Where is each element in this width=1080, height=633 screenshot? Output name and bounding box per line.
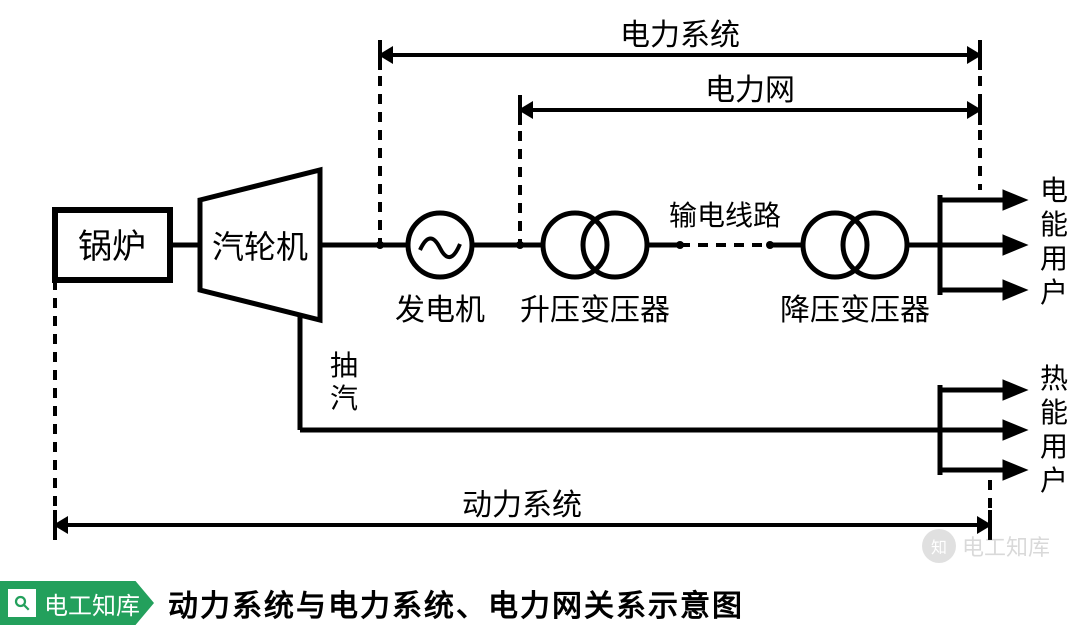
boiler-node: 锅炉 <box>55 210 170 280</box>
svg-text:用: 用 <box>1040 432 1068 463</box>
power-grid-bracket: 电力网 <box>518 74 982 125</box>
svg-text:能: 能 <box>1040 397 1068 429</box>
svg-text:能: 能 <box>1040 209 1068 241</box>
transmission-label: 输电线路 <box>669 200 781 232</box>
svg-text:用: 用 <box>1040 244 1068 275</box>
svg-text:汽: 汽 <box>330 383 358 415</box>
boiler-label: 锅炉 <box>78 228 146 266</box>
svg-text:抽: 抽 <box>330 350 358 382</box>
source-badge: 电工知库 <box>0 581 154 625</box>
stepdown-label: 降压变压器 <box>780 294 930 327</box>
power-system-bracket: 电力系统 <box>378 19 982 70</box>
stepdown-transformer-node: 降压变压器 <box>780 213 930 327</box>
watermark: 知 电工知库 <box>922 529 1050 563</box>
generator-node: 发电机 <box>395 213 485 327</box>
turbine-label: 汽轮机 <box>212 229 308 265</box>
turbine-node: 汽轮机 <box>200 170 320 320</box>
svg-text:户: 户 <box>1040 465 1068 497</box>
figure-title: 动力系统与电力系统、电力网关系示意图 <box>168 581 744 625</box>
dynamic-system-label: 动力系统 <box>462 489 582 522</box>
stepup-label: 升压变压器 <box>520 294 670 327</box>
elec-user-label-1: 电 <box>1040 175 1068 207</box>
search-icon <box>8 589 36 617</box>
electric-user-node: 电 能 用 户 <box>940 175 1068 309</box>
heat-user-node: 热 能 用 户 <box>940 363 1068 497</box>
svg-text:户: 户 <box>1040 277 1068 309</box>
steam-extraction: 抽 汽 <box>300 315 940 430</box>
stepup-transformer-node: 升压变压器 <box>520 213 670 327</box>
power-system-schematic: 锅炉 汽轮机 发电机 升压变压器 输电线路 降压变压器 <box>0 0 1080 565</box>
generator-label: 发电机 <box>395 294 485 327</box>
power-grid-label: 电力网 <box>705 74 795 107</box>
power-system-label: 电力系统 <box>620 19 740 52</box>
svg-text:热: 热 <box>1040 363 1068 395</box>
badge-text: 电工知库 <box>44 586 140 621</box>
footer: 电工知库 动力系统与电力系统、电力网关系示意图 <box>0 581 1080 625</box>
